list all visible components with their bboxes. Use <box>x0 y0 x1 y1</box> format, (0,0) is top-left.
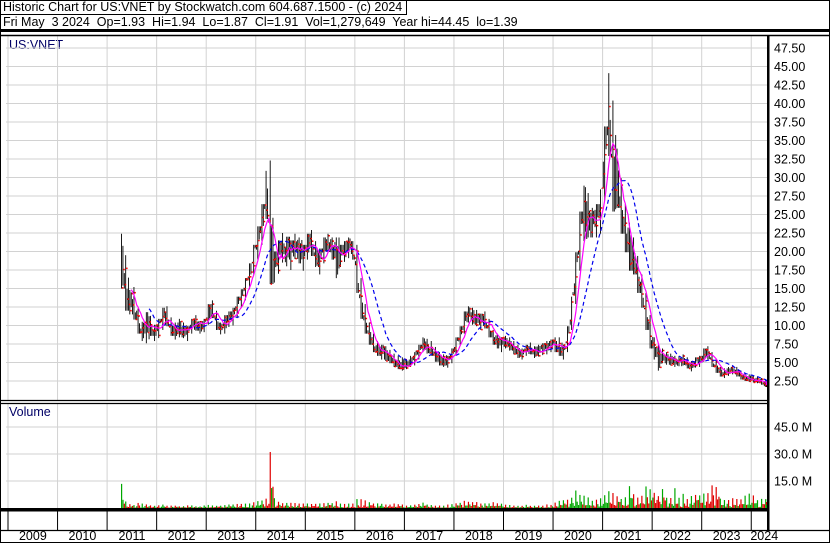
svg-text:2017: 2017 <box>415 529 443 543</box>
svg-text:22.50: 22.50 <box>774 227 805 241</box>
ma-fast-line <box>130 142 768 386</box>
svg-text:45.0 M: 45.0 M <box>774 421 812 435</box>
svg-text:30.00: 30.00 <box>774 171 805 185</box>
year-tick-row <box>7 511 752 531</box>
svg-text:2024: 2024 <box>750 529 778 543</box>
svg-text:2012: 2012 <box>168 529 196 543</box>
svg-text:27.50: 27.50 <box>774 190 805 204</box>
svg-text:15.0 M: 15.0 M <box>774 475 812 489</box>
svg-text:2013: 2013 <box>217 529 245 543</box>
svg-text:45.00: 45.00 <box>774 60 805 74</box>
gridlines <box>6 35 767 508</box>
volume-bars <box>121 451 768 508</box>
title-block: Historic Chart for US:VNET by Stockwatch… <box>1 1 829 32</box>
svg-text:2.50: 2.50 <box>774 375 798 389</box>
volume-axis-labels: 45.0 M 30.0 M 15.0 M <box>774 421 812 489</box>
svg-text:17.50: 17.50 <box>774 264 805 278</box>
svg-text:37.50: 37.50 <box>774 116 805 130</box>
panel-borders <box>1 34 829 532</box>
svg-text:40.00: 40.00 <box>774 97 805 111</box>
price-axis-labels: 47.50 45.00 42.50 40.00 37.50 35.00 32.50 30.00… <box>774 42 805 389</box>
chart-title: Historic Chart for US:VNET by Stockwatch… <box>1 1 408 15</box>
volume-pane-label: Volume <box>9 405 51 419</box>
svg-text:12.50: 12.50 <box>774 301 805 315</box>
svg-text:47.50: 47.50 <box>774 42 805 56</box>
svg-text:30.0 M: 30.0 M <box>774 448 812 462</box>
svg-text:25.00: 25.00 <box>774 208 805 222</box>
svg-text:2015: 2015 <box>316 529 344 543</box>
svg-text:5.00: 5.00 <box>774 356 798 370</box>
svg-text:2020: 2020 <box>564 529 592 543</box>
svg-text:2023: 2023 <box>713 529 741 543</box>
svg-text:20.00: 20.00 <box>774 245 805 259</box>
svg-text:2016: 2016 <box>366 529 394 543</box>
svg-text:2021: 2021 <box>614 529 642 543</box>
svg-text:32.50: 32.50 <box>774 153 805 167</box>
svg-text:2009: 2009 <box>19 529 47 543</box>
svg-text:2022: 2022 <box>663 529 691 543</box>
price-volume-chart-canvas: 47.50 45.00 42.50 40.00 37.50 35.00 32.50 30.00… <box>1 34 829 543</box>
svg-text:10.00: 10.00 <box>774 319 805 333</box>
quote-summary-line: Fri May 3 2024 Op=1.93 Hi=1.94 Lo=1.87 C… <box>3 15 518 29</box>
svg-text:2010: 2010 <box>69 529 97 543</box>
svg-text:42.50: 42.50 <box>774 79 805 93</box>
svg-text:7.50: 7.50 <box>774 338 798 352</box>
svg-text:2018: 2018 <box>465 529 493 543</box>
ma-slow-line <box>148 179 768 383</box>
svg-text:2014: 2014 <box>267 529 295 543</box>
svg-text:2019: 2019 <box>514 529 542 543</box>
svg-text:2011: 2011 <box>119 529 146 543</box>
year-labels: 2009 2010 2011 2012 2013 2014 2015 2016 2017 2018… <box>19 529 778 543</box>
svg-text:35.00: 35.00 <box>774 134 805 148</box>
svg-text:15.00: 15.00 <box>774 282 805 296</box>
